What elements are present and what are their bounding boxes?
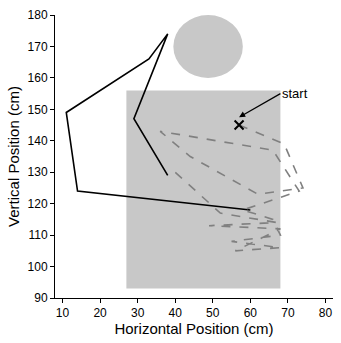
svg-text:100: 100: [28, 260, 48, 274]
svg-text:40: 40: [169, 306, 183, 320]
svg-text:110: 110: [28, 228, 47, 242]
svg-text:140: 140: [28, 134, 48, 148]
svg-text:160: 160: [28, 71, 48, 85]
svg-text:Horizontal Position (cm): Horizontal Position (cm): [114, 320, 273, 337]
svg-text:170: 170: [28, 40, 48, 54]
svg-text:80: 80: [319, 306, 333, 320]
svg-text:30: 30: [131, 306, 145, 320]
svg-text:Vertical Position (cm): Vertical Position (cm): [5, 86, 22, 227]
svg-text:50: 50: [206, 306, 220, 320]
svg-text:start: start: [282, 86, 308, 101]
svg-text:60: 60: [244, 306, 258, 320]
svg-text:180: 180: [28, 8, 48, 22]
svg-text:70: 70: [281, 306, 295, 320]
svg-text:90: 90: [34, 291, 48, 305]
svg-text:20: 20: [93, 306, 107, 320]
svg-text:130: 130: [28, 165, 48, 179]
svg-text:120: 120: [28, 197, 48, 211]
svg-text:10: 10: [56, 306, 70, 320]
svg-text:150: 150: [28, 103, 48, 117]
